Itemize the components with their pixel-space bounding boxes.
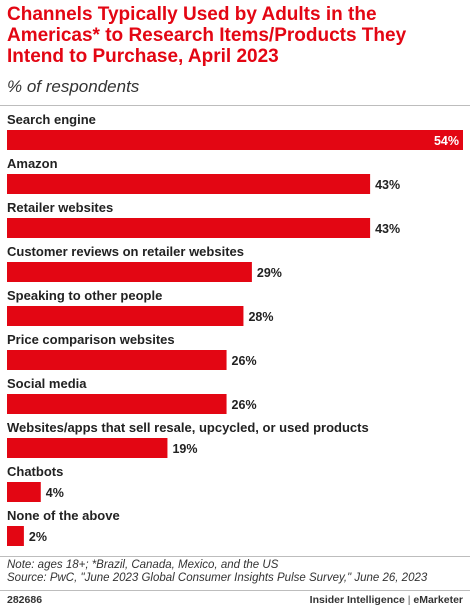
category-label: Retailer websites — [7, 200, 113, 215]
bottom-divider — [0, 590, 470, 591]
chart-subtitle: % of respondents — [7, 77, 140, 96]
footer-divider — [0, 556, 470, 557]
bar — [7, 174, 371, 194]
category-label: Chatbots — [7, 464, 63, 479]
chart-title: Channels Typically Used by Adults in the… — [7, 4, 407, 67]
value-label: 26% — [232, 398, 257, 412]
value-label: 43% — [375, 222, 400, 236]
bar — [7, 130, 463, 150]
bar — [7, 306, 244, 326]
category-label: Amazon — [7, 156, 58, 171]
bar — [7, 526, 24, 546]
value-label: 29% — [257, 266, 282, 280]
value-label: 54% — [434, 134, 459, 148]
bar — [7, 438, 168, 458]
value-label: 28% — [248, 310, 273, 324]
value-label: 19% — [172, 442, 197, 456]
category-label: Speaking to other people — [7, 288, 162, 303]
brand-separator: | — [407, 594, 411, 606]
title-divider — [0, 105, 470, 106]
value-label: 26% — [232, 354, 257, 368]
brand-emarketer: eMarketer — [413, 594, 463, 606]
brand-insider-intelligence: Insider Intelligence — [309, 594, 405, 606]
category-label: Price comparison websites — [7, 332, 175, 347]
category-label: Websites/apps that sell resale, upcycled… — [7, 420, 369, 435]
value-label: 2% — [29, 530, 47, 544]
category-label: None of the above — [7, 508, 120, 523]
bar — [7, 394, 227, 414]
category-label: Social media — [7, 376, 87, 391]
chart-source: Source: PwC, "June 2023 Global Consumer … — [7, 572, 428, 584]
chart-id: 282686 — [7, 594, 43, 606]
brand-credit: Insider Intelligence | eMarketer — [310, 594, 463, 606]
bar — [7, 262, 252, 282]
bar-chart: Search engine 54% Amazon 43% Retailer websit… — [7, 112, 463, 546]
bar — [7, 350, 227, 370]
category-label: Customer reviews on retailer websites — [7, 244, 244, 259]
chart-note: Note: ages 18+; *Brazil, Canada, Mexico,… — [7, 559, 279, 571]
value-label: 43% — [375, 178, 400, 192]
bar — [7, 218, 371, 238]
bar — [7, 482, 41, 502]
category-label: Search engine — [7, 112, 96, 127]
value-label: 4% — [46, 486, 64, 500]
